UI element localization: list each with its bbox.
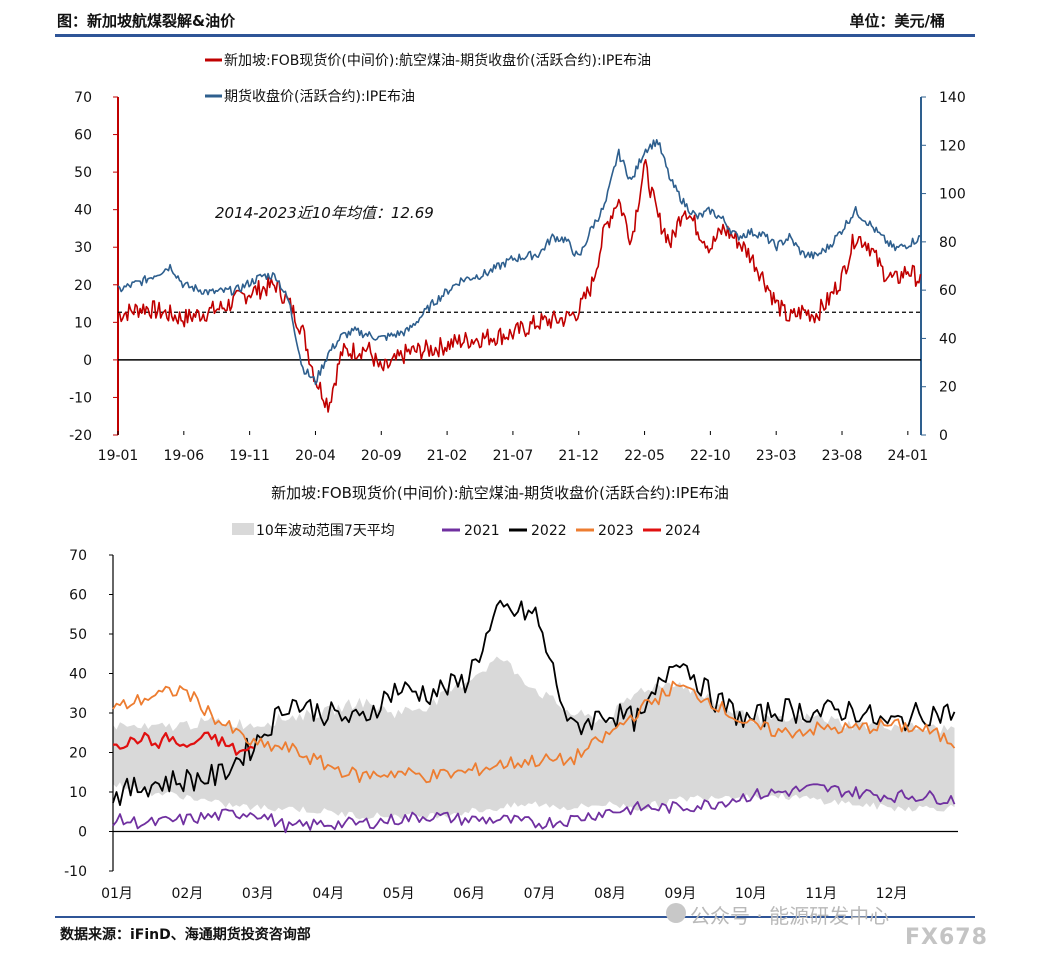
series-2024 [113,731,255,756]
x-tick-label: 09月 [664,886,696,902]
left-tick-label: -20 [69,428,92,444]
legend-label-2021: 2021 [464,523,500,539]
legend-label-band: 10年波动范围7天平均 [256,522,395,539]
x-tick-label: 06月 [453,886,485,902]
y-tick-label: 50 [69,627,87,643]
right-tick-label: 140 [939,90,966,106]
y-tick-label: 40 [69,667,87,683]
data-source: 数据来源：iFinD、海通期货投资咨询部 [60,927,311,943]
y-tick-label: 0 [78,825,87,841]
x-tick-label: 20-09 [361,448,402,464]
right-tick-label: 20 [939,380,957,396]
left-tick-label: 40 [74,203,92,219]
series-2021 [112,783,956,834]
right-tick-label: 40 [939,331,957,347]
x-tick-label: 22-05 [624,448,665,464]
left-tick-label: -10 [69,390,92,406]
right-tick-label: 80 [939,235,957,251]
y-tick-label: -10 [64,864,87,880]
legend-label-2023: 2023 [598,523,634,539]
left-tick-label: 20 [74,278,92,294]
right-tick-label: 60 [939,283,957,299]
x-tick-label: 12月 [876,886,908,902]
series-jetfuel-crack [117,159,922,413]
series-2023 [112,680,956,784]
x-tick-label: 23-08 [822,448,863,464]
page-header: 图：新加坡航煤裂解&油价 单位：美元/桶 [55,8,975,37]
figure-title: 图：新加坡航煤裂解&油价 [57,12,236,30]
x-tick-label: 08月 [594,886,626,902]
header-rule [55,34,975,37]
legend-swatch-band [232,523,254,535]
y-tick-label: 70 [69,548,87,564]
legend-label-crack: 新加坡:FOB现货价(中间价):航空煤油-期货收盘价(活跃合约):IPE布油 [224,52,651,69]
unit-label: 单位：美元/桶 [849,12,945,30]
x-tick-label: 21-02 [427,448,468,464]
y-tick-label: 20 [69,746,87,762]
chart-bottom: -10 0 10 20 30 40 50 60 70 01月 02月 03月 04月 05月 06月 07月 0… [64,484,958,902]
y-tick-label: 10 [69,785,87,801]
watermark-brand: FX678 [905,925,988,950]
x-tick-label: 19-06 [163,448,204,464]
x-tick-label: 11月 [805,886,837,902]
left-tick-label: 70 [74,90,92,106]
footer-rule [55,916,975,918]
watermark-text: 公众号 · 能源研发中心 [690,904,890,928]
legend-label-brent: 期货收盘价(活跃合约):IPE布油 [224,88,415,105]
left-tick-label: 50 [74,165,92,181]
x-tick-label: 05月 [383,886,415,902]
legend-label-2024: 2024 [665,523,701,539]
left-tick-label: 30 [74,240,92,256]
right-tick-label: 100 [939,187,966,203]
x-tick-label: 21-07 [493,448,534,464]
series-brent-price [117,139,921,386]
average-annotation: 2014-2023近10年均值：12.69 [215,204,434,222]
band-10y-range [113,656,955,820]
x-tick-label: 04月 [312,886,344,902]
x-tick-label: 10月 [735,886,767,902]
x-tick-label: 19-11 [229,448,270,464]
left-tick-label: 10 [74,315,92,331]
x-tick-label: 21-12 [558,448,599,464]
series-2022 [112,599,956,806]
y-tick-label: 60 [69,588,87,604]
x-tick-label: 07月 [524,886,556,902]
x-tick-label: 19-01 [98,448,139,464]
chart-top: -20 -10 0 10 20 30 40 50 60 70 0 20 40 60 80 100 120 140 1… [69,52,966,464]
x-tick-label: 24-01 [887,448,928,464]
left-tick-label: 0 [83,353,92,369]
x-tick-label: 20-04 [295,448,336,464]
x-tick-label: 02月 [172,886,204,902]
x-tick-label: 03月 [242,886,274,902]
chart-bottom-title: 新加坡:FOB现货价(中间价):航空煤油-期货收盘价(活跃合约):IPE布油 [271,484,729,502]
legend-label-2022: 2022 [531,523,567,539]
y-tick-label: 30 [69,706,87,722]
right-tick-label: 0 [939,428,948,444]
x-tick-label: 23-03 [756,448,797,464]
left-tick-label: 60 [74,128,92,144]
right-tick-label: 120 [939,138,966,154]
x-tick-label: 01月 [101,886,133,902]
wechat-icon [666,903,686,923]
x-tick-label: 22-10 [690,448,731,464]
